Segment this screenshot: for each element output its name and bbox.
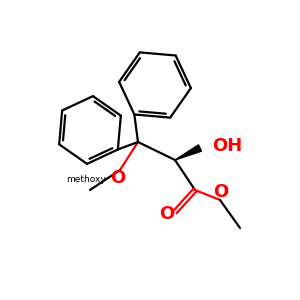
Text: O: O	[110, 169, 126, 187]
Text: O: O	[213, 183, 229, 201]
Polygon shape	[175, 145, 202, 160]
Text: OH: OH	[212, 137, 242, 155]
Text: methoxy: methoxy	[66, 176, 106, 184]
Text: O: O	[159, 205, 175, 223]
